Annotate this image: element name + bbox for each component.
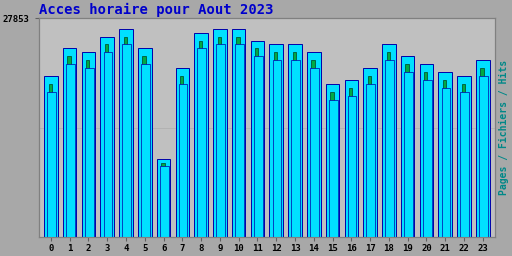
- Bar: [255, 48, 259, 237]
- Bar: [123, 37, 127, 237]
- Bar: [330, 92, 334, 237]
- Bar: [272, 60, 281, 237]
- Bar: [232, 29, 245, 237]
- Bar: [86, 60, 90, 237]
- Bar: [176, 68, 189, 237]
- Bar: [438, 72, 452, 237]
- Bar: [122, 45, 131, 237]
- Bar: [66, 64, 75, 237]
- Bar: [237, 37, 240, 237]
- Bar: [404, 72, 413, 237]
- Bar: [387, 52, 390, 237]
- Bar: [364, 68, 377, 237]
- Bar: [288, 45, 302, 237]
- Bar: [423, 80, 432, 237]
- Bar: [345, 80, 358, 237]
- Bar: [180, 76, 183, 237]
- Bar: [349, 88, 352, 237]
- Bar: [119, 29, 133, 237]
- Y-axis label: Pages / Fichiers / Hits: Pages / Fichiers / Hits: [499, 60, 509, 195]
- Bar: [311, 60, 315, 237]
- Bar: [274, 52, 278, 237]
- Text: Acces horaire pour Aout 2023: Acces horaire pour Aout 2023: [39, 3, 273, 17]
- Bar: [401, 56, 414, 237]
- Bar: [235, 45, 244, 237]
- Bar: [326, 84, 339, 237]
- Bar: [213, 29, 227, 237]
- Bar: [84, 68, 94, 237]
- Bar: [310, 68, 319, 237]
- Bar: [49, 84, 52, 237]
- Bar: [218, 37, 221, 237]
- Bar: [198, 48, 206, 237]
- Bar: [329, 100, 337, 237]
- Bar: [457, 76, 471, 237]
- Bar: [254, 56, 263, 237]
- Bar: [103, 52, 112, 237]
- Bar: [479, 76, 488, 237]
- Bar: [216, 45, 225, 237]
- Bar: [195, 33, 208, 237]
- Bar: [480, 68, 484, 237]
- Bar: [385, 60, 394, 237]
- Bar: [367, 84, 375, 237]
- Bar: [157, 158, 170, 237]
- Bar: [348, 96, 356, 237]
- Bar: [142, 56, 146, 237]
- Bar: [269, 45, 283, 237]
- Bar: [420, 64, 433, 237]
- Bar: [100, 37, 114, 237]
- Bar: [179, 84, 187, 237]
- Bar: [460, 92, 469, 237]
- Bar: [382, 45, 396, 237]
- Bar: [199, 40, 202, 237]
- Bar: [67, 56, 71, 237]
- Bar: [105, 45, 108, 237]
- Bar: [291, 60, 300, 237]
- Bar: [293, 52, 296, 237]
- Bar: [443, 80, 446, 237]
- Bar: [424, 72, 428, 237]
- Bar: [462, 84, 465, 237]
- Bar: [63, 48, 76, 237]
- Bar: [368, 76, 371, 237]
- Bar: [406, 64, 409, 237]
- Bar: [251, 40, 264, 237]
- Bar: [476, 60, 489, 237]
- Bar: [141, 64, 150, 237]
- Bar: [138, 48, 152, 237]
- Bar: [44, 76, 58, 237]
- Bar: [82, 52, 95, 237]
- Bar: [161, 163, 164, 237]
- Bar: [441, 88, 451, 237]
- Bar: [160, 166, 168, 237]
- Bar: [47, 92, 56, 237]
- Bar: [307, 52, 321, 237]
